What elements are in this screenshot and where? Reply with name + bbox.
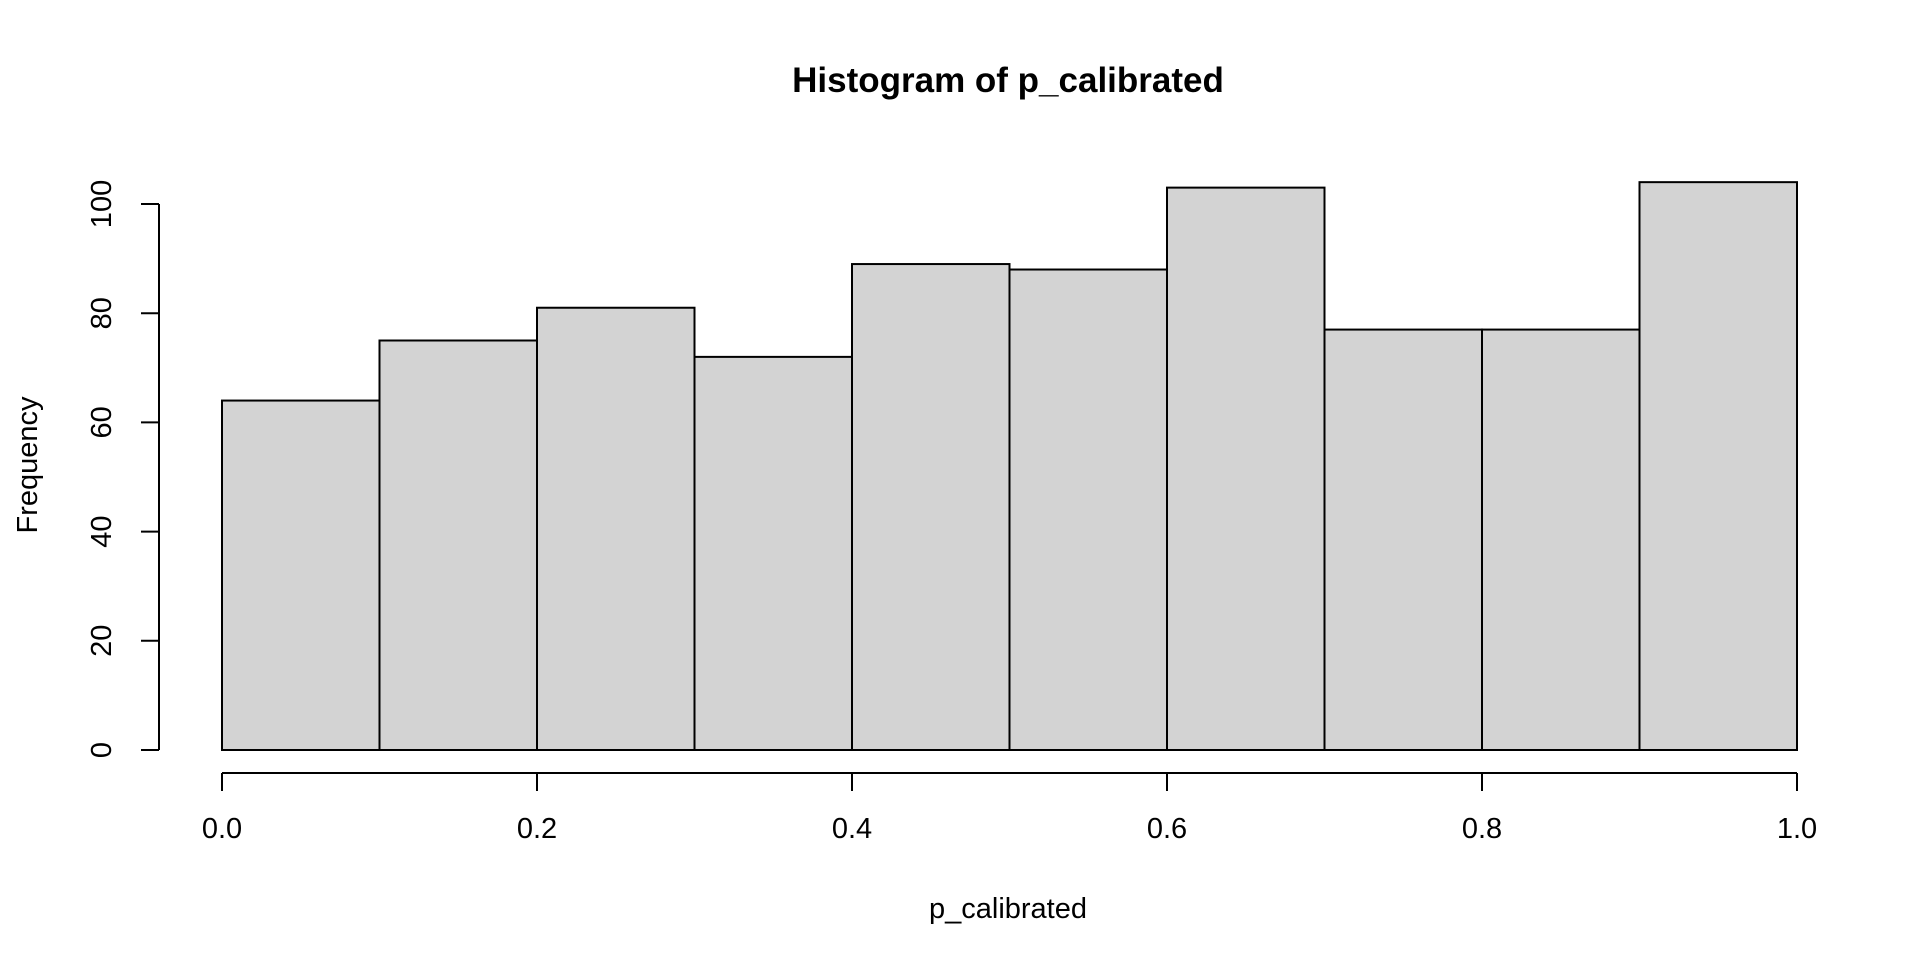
histogram-bar-8 [1481, 328, 1641, 751]
histogram-bar-3 [693, 355, 853, 751]
histogram-bar-0 [221, 399, 381, 751]
y-tick-label-4: 80 [86, 297, 118, 329]
x-axis-label: p_calibrated [929, 893, 1087, 925]
y-tick-label-0: 0 [86, 742, 118, 758]
x-axis: 0.0 0.2 0.4 0.6 0.8 1.0 [202, 772, 1817, 845]
x-tick-label-2: 0.4 [832, 813, 872, 845]
x-tick-label-0: 0.0 [202, 813, 242, 845]
x-tick-label-4: 0.8 [1462, 813, 1502, 845]
y-tick-label-2: 40 [86, 515, 118, 547]
y-axis-label: Frequency [12, 396, 44, 534]
x-tick-label-3: 0.6 [1147, 813, 1187, 845]
histogram-bar-5 [1008, 268, 1168, 751]
histogram-bar-1 [378, 339, 538, 751]
histogram-bar-9 [1638, 181, 1798, 752]
bars-group [221, 181, 1798, 752]
x-tick-label-5: 1.0 [1777, 813, 1817, 845]
y-tick-label-3: 60 [86, 406, 118, 438]
histogram-bar-6 [1166, 186, 1326, 751]
y-axis: 0 20 40 60 80 100 [86, 180, 160, 758]
y-tick-label-1: 20 [86, 625, 118, 657]
histogram-bar-4 [851, 263, 1011, 751]
chart-title: Histogram of p_calibrated [792, 61, 1224, 100]
histogram-bar-2 [536, 306, 696, 751]
histogram-bar-7 [1323, 328, 1483, 751]
x-tick-label-1: 0.2 [517, 813, 557, 845]
y-tick-label-5: 100 [86, 180, 118, 228]
